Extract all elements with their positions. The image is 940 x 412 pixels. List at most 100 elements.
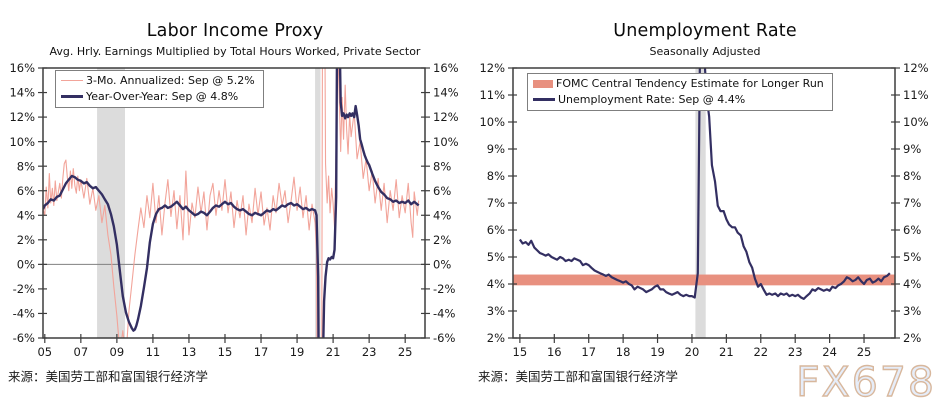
svg-text:12%: 12% <box>903 61 929 75</box>
svg-text:10%: 10% <box>433 135 459 149</box>
svg-text:17: 17 <box>581 345 596 359</box>
svg-text:7%: 7% <box>903 196 921 210</box>
svg-text:-4%: -4% <box>433 307 455 321</box>
svg-text:17: 17 <box>254 345 269 359</box>
svg-text:12%: 12% <box>9 110 35 124</box>
svg-text:21: 21 <box>719 345 734 359</box>
svg-text:13: 13 <box>182 345 197 359</box>
recession-band <box>315 68 321 338</box>
svg-text:10%: 10% <box>9 135 35 149</box>
svg-text:25: 25 <box>398 345 413 359</box>
legend-label: 3-Mo. Annualized: Sep @ 5.2% <box>86 74 255 87</box>
svg-text:3%: 3% <box>487 304 505 318</box>
source-note: 来源：美国劳工部和富国银行经济学 <box>478 369 679 384</box>
line-swatch-icon <box>61 79 83 82</box>
svg-text:-6%: -6% <box>13 331 35 345</box>
svg-text:6%: 6% <box>433 184 451 198</box>
line-swatch-icon <box>61 94 83 99</box>
y-axis-ticks <box>38 67 430 339</box>
svg-text:11%: 11% <box>479 88 505 102</box>
svg-text:14%: 14% <box>9 86 35 100</box>
recession-band <box>695 68 706 338</box>
svg-text:9%: 9% <box>903 142 921 156</box>
svg-text:0%: 0% <box>17 258 35 272</box>
legend-item: Unemployment Rate: Sep @ 4.4% <box>533 92 824 107</box>
axis-frame <box>42 67 426 339</box>
svg-text:22: 22 <box>753 345 768 359</box>
unemployment-panel: Unemployment Rate Seasonally Adjusted 2%… <box>470 0 940 412</box>
svg-text:16: 16 <box>547 345 562 359</box>
svg-text:4%: 4% <box>17 208 35 222</box>
labor-income-chart: -6% -6% -4% -4% -2% -2% 0% 0% 2% 2% 4% 4% 6% 6% 8% 8% 10… <box>9 61 459 359</box>
svg-text:19: 19 <box>290 345 305 359</box>
series-unemployment-rate <box>518 68 891 300</box>
source-note: 来源：美国劳工部和富国银行经济学 <box>8 369 209 384</box>
svg-text:23: 23 <box>788 345 803 359</box>
svg-text:5%: 5% <box>487 250 505 264</box>
svg-text:2%: 2% <box>433 233 451 247</box>
svg-text:19: 19 <box>650 345 665 359</box>
chart-subtitle: Avg. Hrly. Earnings Multiplied by Total … <box>49 45 421 58</box>
labor-income-panel: Labor Income Proxy Avg. Hrly. Earnings M… <box>8 21 459 384</box>
y-axis-labels: 2% 2% 3% 3% 4% 4% 5% 5% 6% 6% 7% 7% 8% 8% 9% 9% 10% 10% 11… <box>479 61 928 345</box>
legend-label: Unemployment Rate: Sep @ 4.4% <box>558 93 746 106</box>
legend: FOMC Central Tendency Estimate for Longe… <box>527 73 833 111</box>
x-axis-ticks <box>44 334 406 343</box>
svg-text:10%: 10% <box>479 115 505 129</box>
chart-title: Unemployment Rate <box>613 21 797 41</box>
band-swatch-icon <box>533 79 553 88</box>
line-swatch-icon <box>533 97 555 102</box>
svg-text:15: 15 <box>218 345 233 359</box>
legend-label: Year-Over-Year: Sep @ 4.8% <box>86 90 239 103</box>
svg-text:-6%: -6% <box>433 331 455 345</box>
svg-text:09: 09 <box>110 345 125 359</box>
y-axis-ticks <box>508 67 900 339</box>
svg-text:6%: 6% <box>903 223 921 237</box>
fomc-band <box>513 274 895 286</box>
svg-text:11: 11 <box>146 345 161 359</box>
svg-text:12%: 12% <box>433 110 459 124</box>
x-axis-ticks <box>519 334 865 343</box>
recession-band <box>97 68 125 338</box>
watermark: FX678 <box>795 357 936 406</box>
svg-text:16%: 16% <box>9 61 35 75</box>
legend-item: FOMC Central Tendency Estimate for Longe… <box>533 76 824 91</box>
legend: 3-Mo. Annualized: Sep @ 5.2% Year-Over-Ye… <box>55 70 264 108</box>
svg-text:-2%: -2% <box>13 282 35 296</box>
svg-text:-4%: -4% <box>13 307 35 321</box>
svg-text:9%: 9% <box>487 142 505 156</box>
svg-text:11%: 11% <box>903 88 929 102</box>
svg-text:07: 07 <box>74 345 89 359</box>
svg-text:5%: 5% <box>903 250 921 264</box>
legend-item: Year-Over-Year: Sep @ 4.8% <box>61 89 255 104</box>
svg-text:8%: 8% <box>17 159 35 173</box>
svg-text:05: 05 <box>37 345 52 359</box>
svg-text:-2%: -2% <box>433 282 455 296</box>
svg-text:7%: 7% <box>487 196 505 210</box>
svg-text:24: 24 <box>822 345 837 359</box>
svg-text:6%: 6% <box>17 184 35 198</box>
svg-text:4%: 4% <box>433 208 451 222</box>
svg-text:0%: 0% <box>433 258 451 272</box>
svg-text:12%: 12% <box>479 61 505 75</box>
svg-text:8%: 8% <box>487 169 505 183</box>
svg-text:25: 25 <box>857 345 872 359</box>
svg-text:15: 15 <box>513 345 528 359</box>
svg-text:4%: 4% <box>903 277 921 291</box>
series-year-over-year <box>43 68 420 338</box>
svg-text:16%: 16% <box>433 61 459 75</box>
unemployment-chart: 2% 2% 3% 3% 4% 4% 5% 5% 6% 6% 7% 7% 8% 8% 9% 9% 10% 10% 11… <box>479 61 928 359</box>
svg-text:2%: 2% <box>17 233 35 247</box>
svg-text:10%: 10% <box>903 115 929 129</box>
svg-text:18: 18 <box>616 345 631 359</box>
svg-text:20: 20 <box>685 345 700 359</box>
svg-text:8%: 8% <box>903 169 921 183</box>
svg-text:14%: 14% <box>433 86 459 100</box>
svg-text:3%: 3% <box>903 304 921 318</box>
chart-title: Labor Income Proxy <box>146 21 324 41</box>
svg-text:2%: 2% <box>903 331 921 345</box>
svg-text:8%: 8% <box>433 159 451 173</box>
chart-subtitle: Seasonally Adjusted <box>649 45 761 58</box>
x-axis-labels: 15 16 17 18 19 20 21 22 23 24 25 <box>513 345 872 359</box>
